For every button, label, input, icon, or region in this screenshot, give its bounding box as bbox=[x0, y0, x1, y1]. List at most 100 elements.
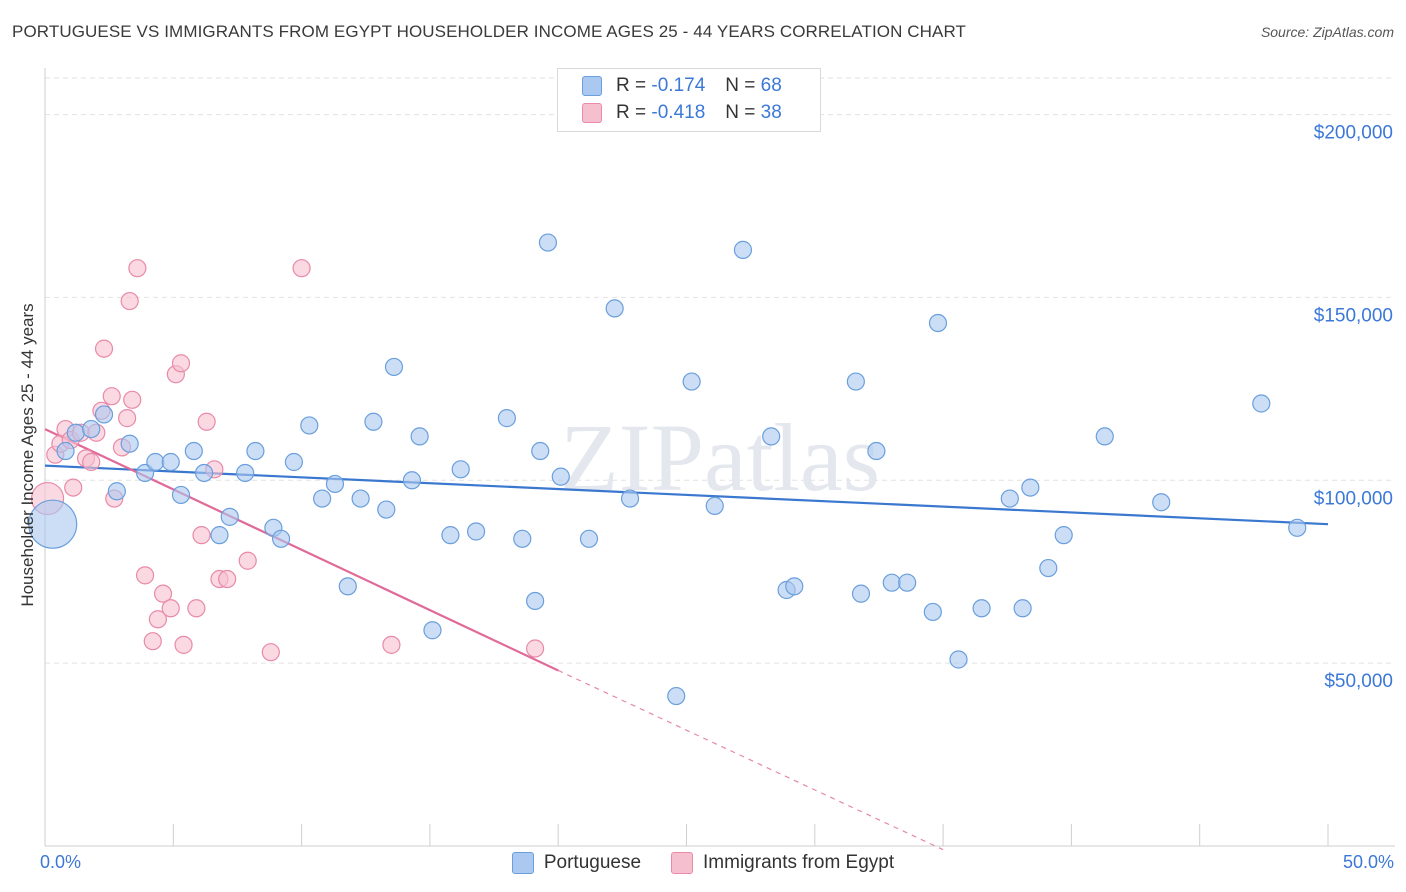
data-point-portuguese bbox=[210, 526, 229, 545]
data-point-egypt bbox=[382, 635, 401, 654]
data-point-egypt bbox=[174, 635, 193, 654]
data-point-portuguese bbox=[949, 650, 968, 669]
n-label: N = bbox=[725, 75, 756, 96]
data-point-portuguese bbox=[851, 584, 871, 603]
chart-title: PORTUGUESE VS IMMIGRANTS FROM EGYPT HOUS… bbox=[12, 22, 967, 41]
source-label: Source: ZipAtlas.com bbox=[1260, 24, 1394, 40]
legend-row-portuguese: R = -0.174 N = 68 bbox=[582, 74, 782, 98]
legend-item-portuguese[interactable]: Portuguese bbox=[511, 852, 642, 874]
n-value: 38 bbox=[760, 102, 782, 123]
data-point-portuguese bbox=[762, 427, 781, 446]
r-label: R = bbox=[616, 75, 647, 96]
data-point-portuguese bbox=[846, 372, 865, 391]
data-point-portuguese bbox=[146, 452, 165, 472]
trend-line-portuguese bbox=[44, 464, 1329, 526]
data-point-portuguese bbox=[107, 482, 126, 501]
data-point-portuguese bbox=[384, 357, 404, 377]
data-point-egypt bbox=[171, 354, 191, 373]
portuguese-swatch bbox=[511, 852, 534, 874]
data-point-portuguese bbox=[898, 573, 917, 592]
data-point-egypt bbox=[187, 599, 206, 618]
data-point-portuguese bbox=[1000, 489, 1019, 508]
data-point-portuguese bbox=[441, 526, 460, 545]
data-point-portuguese bbox=[882, 573, 901, 592]
data-point-portuguese bbox=[682, 372, 701, 391]
data-point-portuguese bbox=[56, 441, 75, 461]
data-point-portuguese bbox=[1013, 599, 1032, 618]
data-point-portuguese bbox=[313, 489, 332, 508]
data-point-portuguese bbox=[733, 240, 753, 259]
data-point-egypt bbox=[135, 566, 155, 585]
series-legend: Portuguese Immigrants from Egypt bbox=[0, 852, 1406, 874]
r-label: R = bbox=[616, 102, 647, 123]
data-point-portuguese bbox=[271, 529, 291, 548]
data-point-portuguese bbox=[120, 434, 139, 453]
y-tick-label: $50,000 bbox=[1324, 671, 1393, 692]
data-point-portuguese bbox=[377, 500, 396, 519]
data-point-portuguese bbox=[236, 463, 255, 483]
data-point-portuguese bbox=[513, 529, 532, 548]
legend-label: Portuguese bbox=[543, 852, 642, 873]
data-point-portuguese bbox=[82, 419, 101, 439]
data-point-egypt bbox=[148, 610, 168, 629]
legend-row-egypt: R = -0.418 N = 38 bbox=[582, 101, 782, 125]
data-point-portuguese bbox=[1039, 558, 1058, 578]
data-point-portuguese bbox=[667, 686, 686, 706]
data-point-portuguese bbox=[423, 621, 442, 640]
data-point-egypt bbox=[102, 387, 121, 406]
data-point-portuguese bbox=[161, 452, 180, 472]
data-point-portuguese bbox=[526, 591, 545, 611]
data-point-portuguese bbox=[551, 467, 570, 486]
x-tick-min: 0.0% bbox=[40, 852, 82, 872]
data-point-egypt bbox=[192, 526, 211, 545]
data-point-portuguese bbox=[466, 522, 486, 541]
data-point-portuguese bbox=[284, 452, 304, 472]
data-point-portuguese bbox=[66, 423, 85, 442]
portuguese-swatch bbox=[582, 76, 602, 96]
data-point-egypt bbox=[238, 551, 257, 570]
data-point-egypt bbox=[82, 452, 101, 472]
data-point-portuguese bbox=[194, 463, 214, 483]
stats-legend: R = -0.174 N = 68 R = -0.418 N = 38 bbox=[557, 68, 821, 132]
data-point-portuguese bbox=[338, 577, 357, 596]
data-point-portuguese bbox=[300, 416, 319, 435]
data-point-portuguese bbox=[1152, 493, 1171, 512]
trend-line-egypt bbox=[44, 428, 559, 672]
data-point-egypt bbox=[120, 291, 139, 311]
data-point-portuguese bbox=[531, 441, 550, 461]
data-point-egypt bbox=[197, 412, 216, 431]
egypt-swatch bbox=[671, 852, 694, 874]
trend-lines bbox=[44, 428, 1329, 851]
data-point-portuguese bbox=[220, 507, 239, 526]
data-point-portuguese bbox=[579, 529, 599, 548]
data-point-portuguese bbox=[184, 441, 203, 461]
data-point-portuguese bbox=[1021, 478, 1040, 497]
legend-item-egypt[interactable]: Immigrants from Egypt bbox=[671, 852, 894, 874]
data-point-portuguese bbox=[972, 599, 991, 618]
data-point-portuguese bbox=[246, 441, 265, 461]
gridlines bbox=[45, 77, 1395, 664]
data-point-portuguese bbox=[605, 299, 624, 318]
data-point-portuguese bbox=[928, 313, 948, 333]
y-tick-labels: $50,000 $100,000 $150,000 $200,000 bbox=[1314, 123, 1393, 693]
legend-label: Immigrants from Egypt bbox=[703, 852, 895, 873]
n-label: N = bbox=[725, 102, 756, 123]
data-point-portuguese bbox=[1095, 427, 1114, 446]
data-point-egypt bbox=[118, 409, 137, 428]
r-value: -0.174 bbox=[651, 75, 706, 96]
data-point-portuguese bbox=[94, 405, 114, 424]
data-point-portuguese bbox=[923, 602, 942, 622]
data-point-portuguese bbox=[497, 409, 516, 428]
data-point-egypt bbox=[292, 259, 311, 278]
x-tick-max: 50.0% bbox=[1342, 852, 1394, 872]
data-point-egypt bbox=[128, 259, 147, 278]
trend-line-egypt-extrapolated bbox=[557, 669, 944, 851]
data-point-egypt bbox=[64, 478, 83, 497]
data-point-egypt bbox=[261, 643, 280, 662]
data-point-portuguese bbox=[620, 489, 640, 508]
watermark: ZIPatlas bbox=[560, 404, 880, 511]
data-point-portuguese bbox=[364, 412, 383, 431]
egypt-swatch bbox=[582, 103, 602, 123]
y-axis-label: Householder Income Ages 25 - 44 years bbox=[18, 303, 37, 607]
